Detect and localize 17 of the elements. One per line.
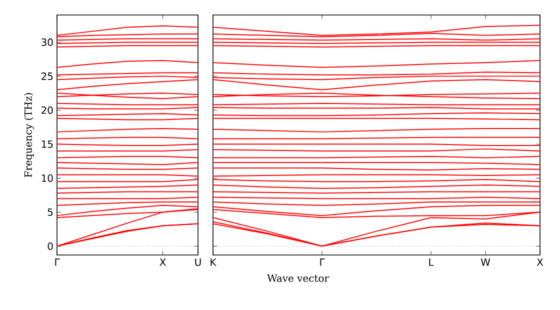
x-tick-label: Γ — [320, 258, 325, 266]
x-tick-label: W — [480, 258, 490, 266]
x-tick-label: X — [536, 258, 544, 266]
x-tick-label: K — [210, 258, 216, 266]
y-tick-label: 25 — [42, 72, 53, 80]
y-tick-label: 5 — [48, 208, 53, 216]
x-tick-label: U — [195, 258, 201, 266]
y-tick-label: 20 — [42, 106, 53, 114]
x-tick-label: X — [160, 258, 166, 266]
x-tick-label: Γ — [55, 258, 60, 266]
y-tick-label: 10 — [42, 174, 53, 182]
y-tick-label: 15 — [42, 140, 53, 148]
x-tick-label: L — [429, 258, 434, 266]
y-tick-label: 0 — [48, 242, 53, 250]
x-axis-title: Wave vector — [267, 274, 329, 282]
y-axis-title: Frequency (THz) — [24, 93, 34, 178]
y-tick-label: 30 — [42, 38, 53, 46]
